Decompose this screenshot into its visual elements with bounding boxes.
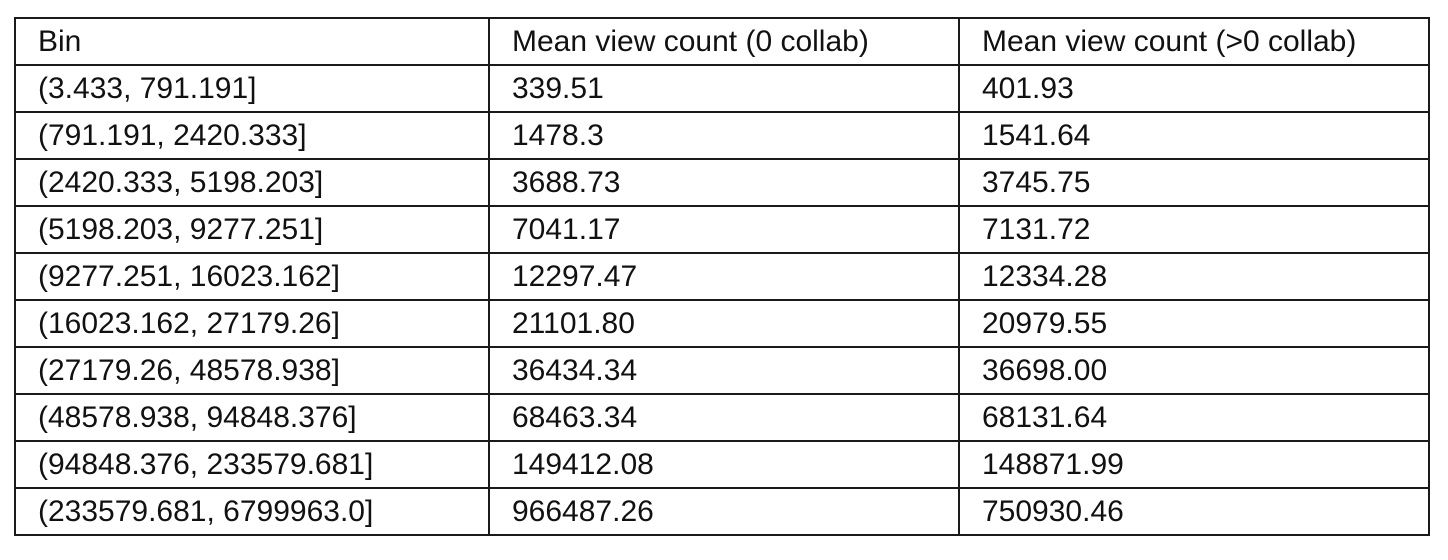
cell-bin: (3.433, 791.191]: [14, 64, 490, 113]
cell-mean-gt0-collab: 1541.64: [958, 111, 1430, 160]
table-body: (3.433, 791.191] 339.51 401.93 (791.191,…: [14, 64, 1430, 536]
table-row: (48578.938, 94848.376] 68463.34 68131.64: [14, 393, 1430, 442]
table-header: Bin Mean view count (0 collab) Mean view…: [14, 17, 1430, 66]
cell-mean-gt0-collab: 20979.55: [958, 299, 1430, 348]
cell-mean-gt0-collab: 401.93: [958, 64, 1430, 113]
table-row: (94848.376, 233579.681] 149412.08 148871…: [14, 440, 1430, 489]
table-row: (3.433, 791.191] 339.51 401.93: [14, 64, 1430, 113]
cell-mean-gt0-collab: 12334.28: [958, 252, 1430, 301]
table-row: (2420.333, 5198.203] 3688.73 3745.75: [14, 158, 1430, 207]
cell-mean-gt0-collab: 68131.64: [958, 393, 1430, 442]
table-row: (5198.203, 9277.251] 7041.17 7131.72: [14, 205, 1430, 254]
cell-mean-gt0-collab: 7131.72: [958, 205, 1430, 254]
table-row: (9277.251, 16023.162] 12297.47 12334.28: [14, 252, 1430, 301]
cell-mean-0-collab: 966487.26: [488, 487, 960, 536]
cell-mean-0-collab: 21101.80: [488, 299, 960, 348]
cell-bin: (5198.203, 9277.251]: [14, 205, 490, 254]
cell-mean-gt0-collab: 36698.00: [958, 346, 1430, 395]
cell-bin: (16023.162, 27179.26]: [14, 299, 490, 348]
cell-mean-0-collab: 12297.47: [488, 252, 960, 301]
data-table: Bin Mean view count (0 collab) Mean view…: [14, 17, 1430, 536]
cell-bin: (2420.333, 5198.203]: [14, 158, 490, 207]
cell-bin: (27179.26, 48578.938]: [14, 346, 490, 395]
cell-bin: (791.191, 2420.333]: [14, 111, 490, 160]
cell-bin: (94848.376, 233579.681]: [14, 440, 490, 489]
cell-mean-gt0-collab: 3745.75: [958, 158, 1430, 207]
cell-mean-gt0-collab: 148871.99: [958, 440, 1430, 489]
cell-mean-0-collab: 36434.34: [488, 346, 960, 395]
cell-mean-0-collab: 149412.08: [488, 440, 960, 489]
cell-bin: (233579.681, 6799963.0]: [14, 487, 490, 536]
table-row: (27179.26, 48578.938] 36434.34 36698.00: [14, 346, 1430, 395]
table-row: (16023.162, 27179.26] 21101.80 20979.55: [14, 299, 1430, 348]
cell-bin: (9277.251, 16023.162]: [14, 252, 490, 301]
header-bin: Bin: [14, 17, 490, 66]
cell-mean-0-collab: 7041.17: [488, 205, 960, 254]
cell-mean-0-collab: 68463.34: [488, 393, 960, 442]
cell-mean-gt0-collab: 750930.46: [958, 487, 1430, 536]
header-mean-view-count-gt0-collab: Mean view count (>0 collab): [958, 17, 1430, 66]
cell-mean-0-collab: 3688.73: [488, 158, 960, 207]
cell-bin: (48578.938, 94848.376]: [14, 393, 490, 442]
cell-mean-0-collab: 339.51: [488, 64, 960, 113]
table-row: (791.191, 2420.333] 1478.3 1541.64: [14, 111, 1430, 160]
header-mean-view-count-0-collab: Mean view count (0 collab): [488, 17, 960, 66]
table-row: (233579.681, 6799963.0] 966487.26 750930…: [14, 487, 1430, 536]
cell-mean-0-collab: 1478.3: [488, 111, 960, 160]
header-row: Bin Mean view count (0 collab) Mean view…: [14, 17, 1430, 66]
